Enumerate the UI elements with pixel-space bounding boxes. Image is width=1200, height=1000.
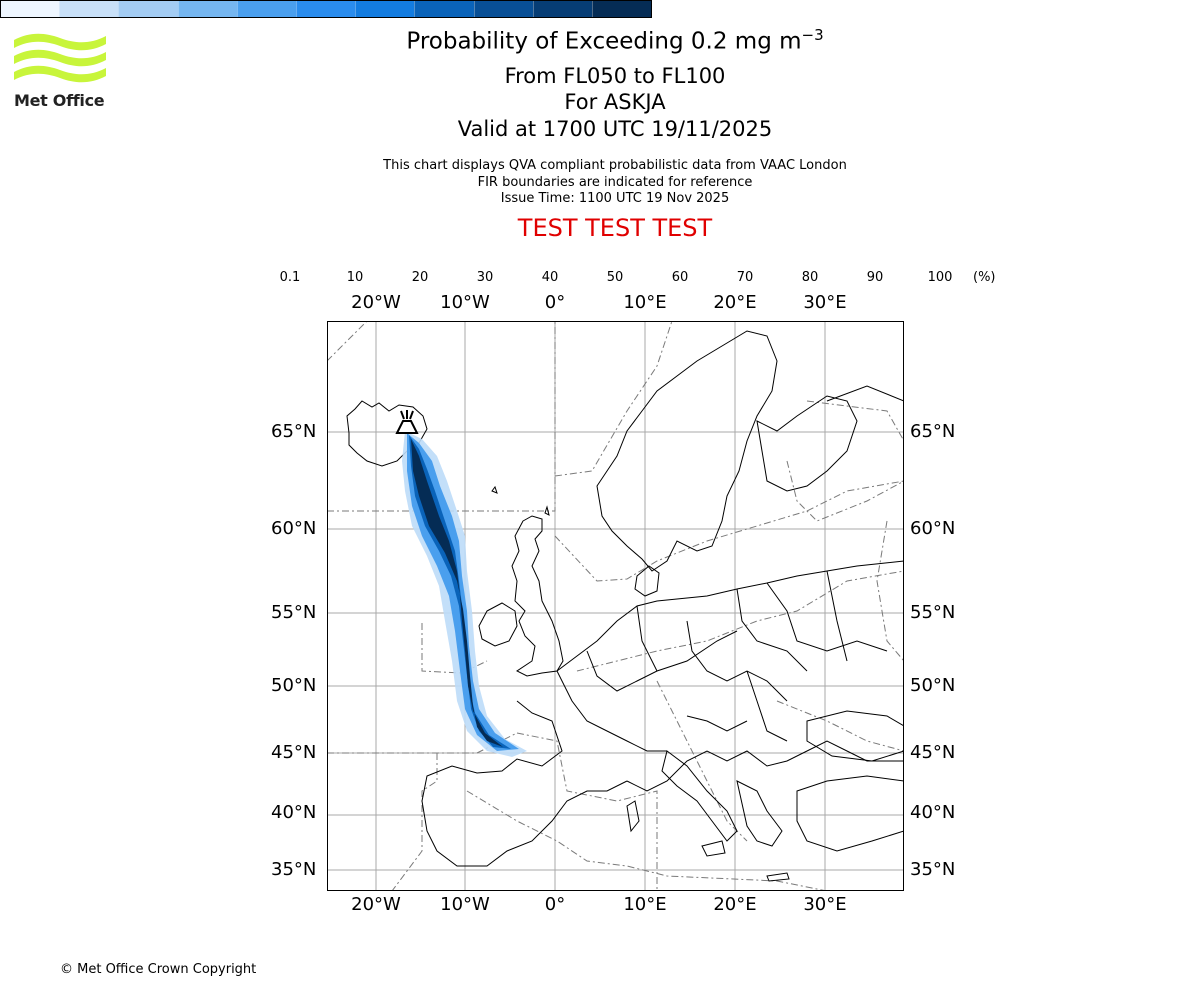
colorbar-tick-label: 90 [866,270,884,285]
lon-label: 10°E [623,292,667,313]
flight-levels: From FL050 to FL100 [504,64,726,88]
fir-note: FIR boundaries are indicated for referen… [477,175,753,190]
colorbar-segment [591,1,652,17]
volcano-name: For ASKJA [564,90,666,114]
lat-label: 35°N [271,859,317,880]
colorbar [0,0,652,18]
lon-label: 0° [544,292,566,313]
valid-time: Valid at 1700 UTC 19/11/2025 [457,117,773,141]
logo-text: Met Office [14,91,105,110]
lat-label: 65°N [271,421,317,442]
lon-label: 10°W [440,894,490,915]
colorbar-tick-label: 70 [736,270,754,285]
map-panel[interactable] [327,321,904,891]
lon-label: 10°E [623,894,667,915]
lat-label: 55°N [910,602,956,623]
met-office-logo-icon [14,33,106,83]
lon-label: 30°E [803,292,847,313]
volcano-icon [395,410,419,434]
lat-label: 50°N [271,675,317,696]
colorbar-segment [59,1,119,17]
lat-label: 55°N [271,602,317,623]
colorbar-segment [118,1,178,17]
test-banner: TEST TEST TEST [517,214,713,242]
lat-label: 60°N [910,518,956,539]
colorbar-tick-label: 10 [346,270,364,285]
lat-label: 50°N [910,675,956,696]
colorbar-segment [295,1,356,17]
fir-boundaries [327,321,904,891]
copyright: © Met Office Crown Copyright [60,962,257,977]
colorbar-tick-label: 50 [606,270,624,285]
lon-label: 20°W [351,292,401,313]
colorbar-segment [1,1,60,17]
graticule [327,321,904,891]
map-frame [327,321,904,891]
ash-plume [402,431,527,757]
lat-label: 40°N [910,802,956,823]
lon-label: 30°E [803,894,847,915]
colorbar-tick-label: 60 [671,270,689,285]
colorbar-segment [414,1,474,17]
chart-title: Probability of Exceeding 0.2 mg m−3 [406,26,824,55]
colorbar-segment [236,1,296,17]
colorbar-tick-label: 20 [411,270,429,285]
chart-note: This chart displays QVA compliant probab… [383,158,847,173]
colorbar-segment [177,1,237,17]
colorbar-tick-label: 40 [541,270,559,285]
lat-label: 65°N [910,421,956,442]
lat-label: 60°N [271,518,317,539]
lon-label: 20°W [351,894,401,915]
colorbar-segment [473,1,533,17]
lon-label: 20°E [713,292,757,313]
coastlines [346,330,904,882]
lat-label: 45°N [910,742,956,763]
lat-label: 40°N [271,802,317,823]
colorbar-unit: (%) [973,270,996,285]
lat-label: 45°N [271,742,317,763]
colorbar-tick-label: 0.1 [279,270,301,285]
lon-label: 20°E [713,894,757,915]
colorbar-tick-label: 100 [927,270,953,285]
colorbar-segment [532,1,592,17]
issue-time: Issue Time: 1100 UTC 19 Nov 2025 [500,191,730,206]
colorbar-tick-label: 30 [476,270,494,285]
colorbar-segment [355,1,415,17]
lon-label: 0° [544,894,566,915]
lat-label: 35°N [910,859,956,880]
colorbar-tick-label: 80 [801,270,819,285]
lon-label: 10°W [440,292,490,313]
